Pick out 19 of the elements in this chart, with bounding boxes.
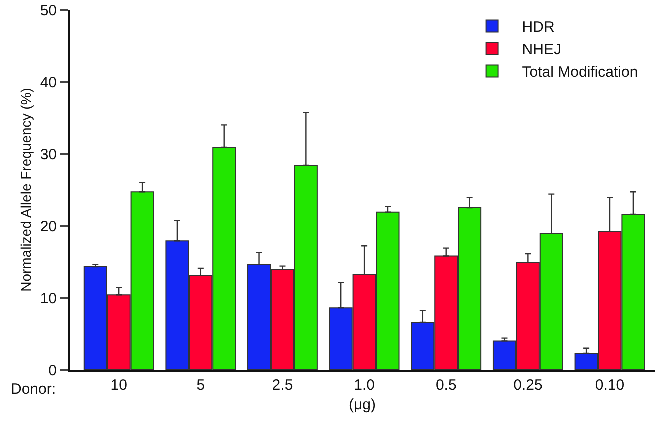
- x-tick-label: 10: [110, 377, 128, 394]
- y-axis-title: Normalized Allele Frequency (%): [18, 88, 34, 292]
- legend-label: HDR: [522, 19, 555, 36]
- y-tick-label: 30: [40, 146, 57, 164]
- x-tick-label: 1.0: [354, 377, 375, 394]
- x-tick-label: 2.5: [272, 377, 294, 394]
- y-tick-label: 40: [40, 74, 57, 92]
- y-tick-label: 0: [48, 362, 57, 380]
- x-tick-label: 0.10: [595, 377, 625, 394]
- y-tick-label: 10: [40, 290, 57, 308]
- x-tick-label: 5: [196, 377, 206, 394]
- x-axis-title: (μg): [349, 396, 376, 414]
- legend-label: Total Modification: [522, 64, 638, 82]
- y-tick-label: 50: [40, 2, 57, 20]
- y-tick-label: 20: [40, 218, 57, 236]
- text: Donor:: [11, 381, 56, 398]
- legend-label: NHEJ: [522, 42, 562, 59]
- x-tick-label: 0.25: [514, 377, 543, 394]
- x-tick-label: 0.5: [436, 377, 457, 394]
